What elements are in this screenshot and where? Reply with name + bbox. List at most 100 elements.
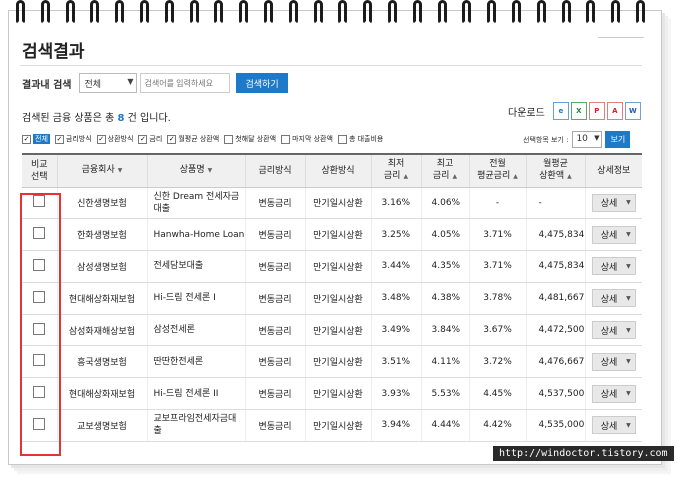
table-row: 삼성화재해상보험 삼성전세론 변동금리 만기일시상환 3.49% 3.84% 3.67% 4,… <box>22 314 642 347</box>
column-header[interactable]: 상품명 ▼ <box>146 153 245 188</box>
detail-cell: 상세 ▼ <box>584 218 642 252</box>
monthly-payment-cell: 4,475,834 <box>525 250 585 283</box>
compare-checkbox[interactable] <box>33 227 46 240</box>
min-rate-cell: 3.48% <box>370 282 421 315</box>
avg-rate-cell: 3.71% <box>468 250 526 283</box>
column-header-label: 전월 평균금리 <box>477 159 511 182</box>
search-input[interactable] <box>140 73 231 93</box>
detail-button[interactable]: 상세 ▼ <box>591 193 636 212</box>
detail-button-label: 상세 <box>600 199 618 210</box>
chevron-down-icon: ▼ <box>626 358 631 366</box>
filter-option[interactable]: 총 대출비용 <box>337 134 383 144</box>
column-header[interactable]: 최고 금리 ▲ <box>420 153 469 188</box>
min-rate-cell: 3.44% <box>370 250 421 283</box>
binding-ring <box>313 0 323 24</box>
rate-type-cell: 변동금리 <box>244 314 305 347</box>
detail-button[interactable]: 상세 ▼ <box>591 352 636 371</box>
column-header[interactable]: 최저 금리 ▲ <box>370 153 421 188</box>
pdf-icon[interactable]: P <box>588 102 605 120</box>
filter-option[interactable]: 첫해달 상환액 <box>224 134 276 144</box>
min-rate-cell: 3.51% <box>370 345 421 379</box>
compare-checkbox[interactable] <box>33 354 46 367</box>
binding-ring <box>586 0 596 24</box>
filter-option[interactable]: 마지막 상환액 <box>281 134 333 144</box>
column-header[interactable]: 전월 평균금리 ▲ <box>468 153 526 188</box>
binding-ring <box>363 0 373 24</box>
min-rate-cell: 3.93% <box>370 377 421 411</box>
results-table: 비교 선택 금융회사 ▼ 상품명 ▼ 금리방식 상환방식 최저 금리 ▲ 최고 금리 ▲ 전월 평균금… <box>22 153 642 442</box>
compare-checkbox[interactable] <box>33 195 46 208</box>
avg-rate-cell: 4.45% <box>468 377 526 411</box>
compare-checkbox[interactable] <box>33 386 46 399</box>
acrobat-icon[interactable]: A <box>606 102 623 120</box>
product-cell: 전세담보대출 <box>146 250 245 283</box>
detail-button-label: 상세 <box>600 390 618 401</box>
page-size-apply-button[interactable]: 보기 <box>605 131 631 148</box>
detail-button[interactable]: 상세 ▼ <box>591 321 636 340</box>
search-scope-select[interactable]: 전체 ▼ <box>79 73 138 93</box>
avg-rate-cell: 3.71% <box>468 218 526 252</box>
max-rate-cell: 4.05% <box>420 218 469 252</box>
word-icon[interactable]: W <box>624 102 641 120</box>
page-size-select[interactable]: 10 ▼ <box>572 131 603 148</box>
filter-option[interactable]: ✓ 월평균 상환액 <box>167 134 219 144</box>
table-row: 흥국생명보험 딴딴한전세론 변동금리 만기일시상환 3.51% 4.11% 3.72% 4,4… <box>22 345 642 379</box>
filter-checkbox[interactable]: ✓ <box>138 134 148 144</box>
binding-ring <box>40 0 50 24</box>
filter-checkbox[interactable] <box>337 134 347 144</box>
binding-ring <box>264 0 273 24</box>
column-header[interactable]: 금융회사 ▼ <box>56 153 147 188</box>
binding-ring <box>90 0 100 24</box>
rate-type-cell: 변동금리 <box>244 377 305 411</box>
compare-checkbox[interactable] <box>33 322 46 335</box>
compare-cell <box>22 314 57 347</box>
repay-type-cell: 만기일시상환 <box>304 345 371 379</box>
column-header-label: 금융회사 <box>81 165 115 176</box>
filter-option[interactable]: ✓ 전체 <box>22 134 50 144</box>
company-cell: 교보생명보험 <box>56 409 147 442</box>
chevron-down-icon: ▼ <box>626 294 631 302</box>
table-row: 삼성생명보험 전세담보대출 변동금리 만기일시상환 3.44% 4.35% 3.71% 4,4… <box>22 250 642 283</box>
compare-checkbox[interactable] <box>33 258 46 271</box>
sort-up-icon[interactable]: ▲ <box>567 173 572 181</box>
detail-button[interactable]: 상세 ▼ <box>591 384 636 403</box>
search-button[interactable]: 검색하기 <box>236 73 288 93</box>
product-cell: Hanwha-Home Loan <box>146 218 245 252</box>
filter-checkbox[interactable]: ✓ <box>54 134 64 144</box>
filter-option[interactable]: ✓ 상환방식 <box>96 134 134 144</box>
filter-option[interactable]: ✓ 금리 <box>138 134 162 144</box>
chevron-down-icon: ▼ <box>127 77 134 86</box>
compare-checkbox[interactable] <box>33 417 46 430</box>
filter-checkbox[interactable]: ✓ <box>96 134 106 144</box>
detail-button[interactable]: 상세 ▼ <box>591 289 636 308</box>
detail-button[interactable]: 상세 ▼ <box>591 225 636 244</box>
detail-button[interactable]: 상세 ▼ <box>591 416 636 435</box>
filter-checkbox[interactable] <box>281 134 291 144</box>
filter-checkbox[interactable] <box>224 134 234 144</box>
filter-option[interactable]: ✓ 금리방식 <box>54 134 92 144</box>
filter-label: 상환방식 <box>107 135 134 143</box>
detail-button-label: 상세 <box>600 326 618 337</box>
filter-checkbox[interactable]: ✓ <box>22 134 31 144</box>
filter-checkbox[interactable]: ✓ <box>167 134 177 144</box>
compare-checkbox[interactable] <box>33 290 46 303</box>
compare-cell <box>22 218 57 252</box>
sort-down-icon[interactable]: ▼ <box>207 167 213 175</box>
page-size-label: 선택항목 보기 : <box>523 135 569 144</box>
sort-up-icon[interactable]: ▲ <box>452 173 458 181</box>
divider <box>598 37 644 38</box>
sort-down-icon[interactable]: ▼ <box>117 167 123 175</box>
sort-up-icon[interactable]: ▲ <box>403 173 409 181</box>
detail-button[interactable]: 상세 ▼ <box>591 257 636 276</box>
avg-rate-cell: 3.78% <box>468 282 526 315</box>
detail-cell: 상세 ▼ <box>584 282 642 315</box>
excel-icon[interactable]: X <box>570 102 587 120</box>
explorer-icon[interactable]: e <box>552 102 569 120</box>
compare-cell <box>22 377 57 411</box>
page-size-control: 선택항목 보기 : 10 ▼ 보기 <box>523 131 631 148</box>
search-bar: 결과내 검색 전체 ▼ 검색하기 <box>22 72 288 94</box>
column-header[interactable]: 월평균 상환액 ▲ <box>525 153 585 188</box>
sort-up-icon[interactable]: ▲ <box>513 173 518 181</box>
filter-label: 전체 <box>33 134 50 144</box>
rate-type-cell: 변동금리 <box>244 218 305 252</box>
